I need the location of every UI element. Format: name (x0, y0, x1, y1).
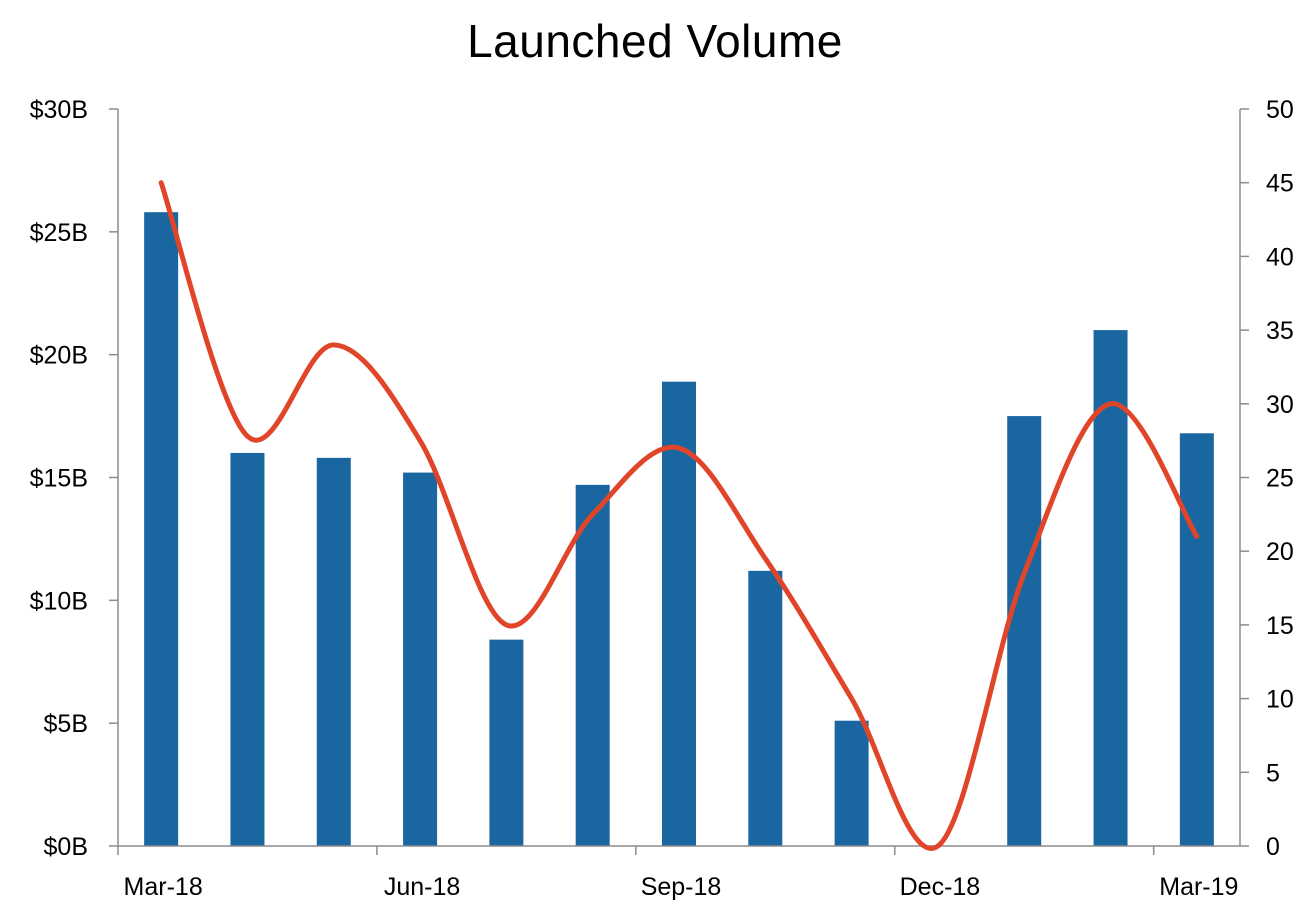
y-left-tick-label: $25B (30, 219, 88, 247)
bar (403, 472, 438, 846)
bar (834, 720, 869, 846)
y-right-tick-label: 45 (1266, 170, 1294, 198)
x-tick-label: Jun-18 (384, 873, 460, 901)
x-tick-label: Mar-19 (1159, 873, 1238, 901)
y-left-tick-label: $5B (44, 710, 88, 738)
bar (662, 381, 696, 846)
y-right-tick-label: 10 (1266, 686, 1294, 714)
bar-series (144, 212, 1214, 847)
y-right-tick-label: 25 (1266, 465, 1294, 493)
line-series (158, 180, 1200, 851)
bar (1007, 416, 1042, 846)
x-tick-label: Mar-18 (124, 873, 203, 901)
y-right-tick-label: 50 (1266, 96, 1294, 124)
bar (748, 570, 783, 846)
bar (144, 212, 179, 846)
y-right-tick-label: 40 (1266, 243, 1294, 271)
y-left-tick-label: $30B (30, 96, 88, 124)
x-tick-label: Dec-18 (900, 873, 981, 901)
bar (1179, 433, 1214, 846)
x-tick-label: Sep-18 (641, 873, 722, 901)
bar (575, 484, 610, 846)
bar (230, 452, 265, 846)
y-right-tick-label: 30 (1266, 391, 1294, 419)
y-right-tick-label: 15 (1266, 612, 1294, 640)
y-left-tick-label: $0B (44, 833, 88, 861)
bar (1093, 330, 1128, 847)
y-left-tick-label: $20B (30, 342, 88, 370)
y-right-tick-label: 35 (1266, 317, 1294, 345)
y-right-tick-label: 0 (1266, 833, 1280, 861)
y-right-tick-label: 20 (1266, 538, 1294, 566)
chart-title: Launched Volume (467, 15, 843, 67)
y-right-tick-label: 5 (1266, 759, 1280, 787)
bar (316, 457, 351, 846)
bar (489, 639, 524, 846)
y-left-tick-label: $10B (30, 587, 88, 615)
y-left-tick-label: $15B (30, 465, 88, 493)
